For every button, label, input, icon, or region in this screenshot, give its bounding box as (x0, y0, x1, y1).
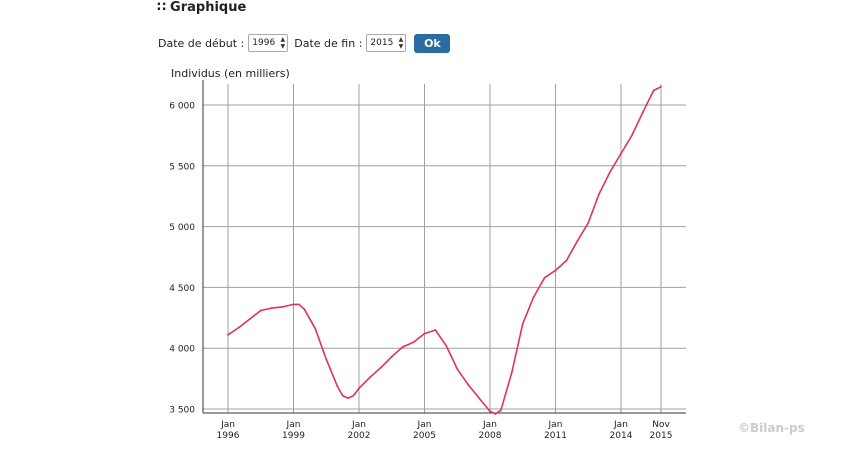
x-tick-label: 2005 (413, 431, 436, 441)
x-tick-label: Jan (220, 420, 235, 430)
data-point (336, 384, 339, 387)
data-point (576, 240, 579, 243)
data-point (445, 344, 448, 347)
chart-grid (203, 84, 686, 413)
end-year-input[interactable] (367, 36, 397, 50)
data-point (270, 307, 273, 309)
chart-series (227, 85, 662, 415)
data-point (347, 397, 349, 399)
data-point (543, 276, 546, 279)
x-tick-label: 2002 (348, 431, 371, 441)
watermark: ©Bilan-ps (738, 421, 805, 435)
data-point (227, 333, 229, 336)
start-year-stepper[interactable]: ▲▼ (248, 34, 289, 52)
data-point (630, 134, 633, 137)
x-tick-label: Jan (286, 420, 301, 430)
data-point (298, 303, 300, 306)
data-point (554, 269, 557, 272)
data-point (456, 367, 459, 370)
stepper-arrows-icon[interactable]: ▲ ▼ (398, 36, 404, 50)
section-title: Graphique (170, 0, 247, 15)
x-tick-label: 2011 (544, 431, 567, 441)
data-point (248, 318, 251, 320)
y-tick-label: 3 500 (169, 406, 195, 416)
data-point (314, 327, 317, 330)
y-axis-label: Individus (en milliers) (171, 67, 290, 80)
data-point (434, 329, 437, 331)
start-date-label: Date de début : (158, 36, 245, 50)
data-point (660, 85, 662, 88)
data-point (292, 303, 295, 306)
x-tick-label: Jan (548, 420, 563, 430)
data-point (620, 152, 622, 155)
stepper-arrows-icon[interactable]: ▲ ▼ (280, 36, 286, 50)
x-tick-label: 2015 (650, 431, 673, 441)
data-point (510, 371, 513, 374)
series-line (227, 86, 662, 415)
data-point (325, 358, 328, 361)
y-tick-label: 4 500 (169, 284, 195, 294)
grip-dots-icon: ∷ (157, 0, 166, 15)
x-tick-label: 2014 (610, 431, 633, 441)
data-point (565, 259, 568, 262)
x-tick-label: Nov (652, 420, 670, 430)
chart-section-header: ∷ Graphique (157, 0, 246, 15)
data-point (489, 410, 491, 413)
y-tick-label: 5 500 (169, 162, 195, 172)
ok-button[interactable]: Ok (414, 33, 451, 53)
y-tick-label: 6 000 (169, 102, 195, 112)
data-point (587, 222, 590, 224)
data-point (598, 192, 601, 195)
data-point (352, 394, 355, 397)
data-point (259, 309, 262, 312)
data-point (652, 89, 655, 92)
data-point (467, 383, 470, 386)
y-tick-label: 4 000 (169, 345, 195, 355)
data-point (390, 355, 393, 358)
data-point (369, 376, 371, 379)
data-point (641, 111, 644, 114)
data-point (303, 308, 306, 311)
data-point (341, 394, 344, 397)
y-tick-label: 5 000 (169, 223, 195, 233)
data-point (281, 305, 284, 308)
x-tick-label: Jan (351, 420, 366, 430)
data-point (521, 322, 524, 325)
x-tick-label: 1996 (217, 431, 240, 441)
data-point (423, 332, 426, 335)
start-year-input[interactable] (249, 36, 279, 50)
data-point (609, 170, 611, 173)
data-point (494, 412, 497, 415)
data-point (401, 346, 404, 348)
end-date-label: Date de fin : (294, 36, 363, 50)
x-tick-label: Jan (417, 420, 432, 430)
x-tick-label: 1999 (282, 431, 305, 441)
data-point (478, 397, 480, 399)
x-tick-label: Jan (482, 420, 497, 430)
data-point (379, 366, 382, 369)
data-point (412, 341, 415, 344)
data-point (532, 296, 535, 299)
date-range-controls: Date de début : ▲▼ Date de fin : ▲▼ Ok (158, 33, 451, 53)
data-point (238, 326, 240, 329)
end-year-stepper[interactable]: ▲▼ (366, 34, 407, 52)
data-point (499, 409, 502, 412)
data-point (358, 387, 360, 390)
x-tick-label: Jan (613, 420, 628, 430)
x-tick-label: 2008 (479, 431, 502, 441)
